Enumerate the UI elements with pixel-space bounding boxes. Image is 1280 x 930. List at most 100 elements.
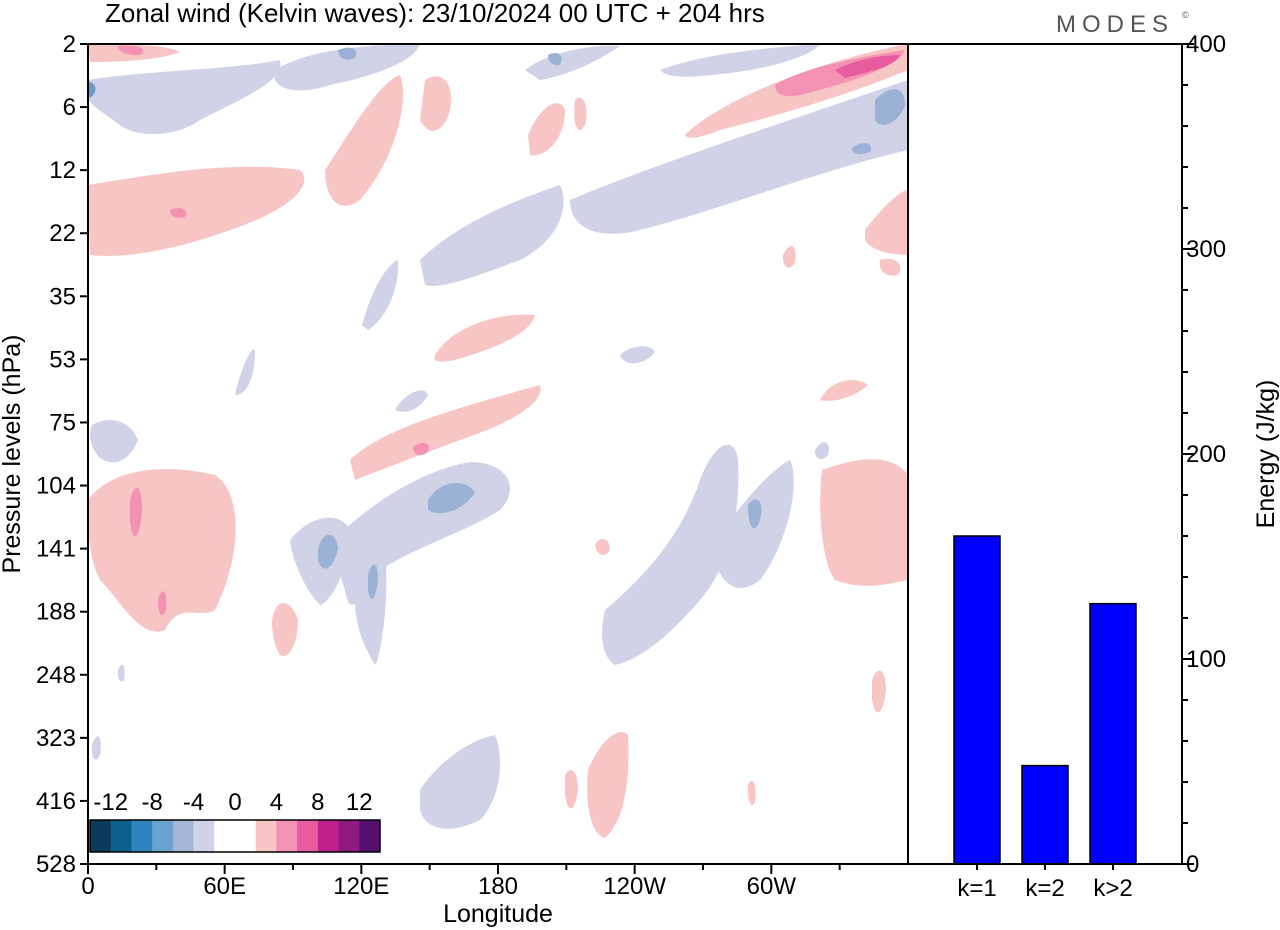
positive-wind-anomaly [325,75,404,206]
energy-axis: 0 100 200 300 400 [1182,31,1226,878]
negative-wind-anomaly [362,260,399,330]
positive-wind-anomaly [587,731,629,838]
colorbar-swatch [152,820,174,852]
energy-bar-panel: 0 100 200 300 400 k=1 k=2 k>2 Energy (J/kg) [907,31,1280,902]
y-tick-label: 2 [63,31,76,58]
colorbar-tick-label: 4 [270,789,283,816]
positive-wind-anomaly [820,380,868,401]
negative-wind-anomaly [852,143,872,155]
negative-wind-anomaly [570,80,908,234]
colorbar-swatch [276,820,298,852]
positive-wind-anomaly [158,591,167,616]
negative-wind-anomaly [548,53,562,66]
colorbar-tick-label: -4 [183,789,204,816]
x-tick-label: 180 [478,873,518,900]
positive-wind-anomaly [574,97,587,131]
colorbar: -12 -8 -4 0 4 8 12 [89,789,381,853]
negative-wind-anomaly [88,60,281,135]
positive-wind-anomaly [170,207,187,218]
negative-wind-anomaly [368,564,378,599]
negative-wind-anomaly [235,349,255,395]
longitude-axis: 0 60E 120E 180 120W 60W [81,864,841,900]
energy-tick-label: 400 [1186,31,1226,58]
positive-wind-anomaly [747,781,756,805]
positive-wind-anomaly [413,442,429,456]
negative-wind-anomaly [420,185,564,286]
negative-wind-anomaly [355,550,387,665]
energy-bar-1 [953,535,1001,865]
colorbar-swatch [255,820,277,852]
negative-wind-anomaly [338,47,357,60]
colorbar-swatch [317,820,340,852]
y-tick-label: 22 [49,220,76,247]
x-tick-label: 0 [81,873,94,900]
colorbar-tick-label: -8 [141,789,162,816]
positive-wind-anomaly [420,76,451,131]
colorbar-swatch [235,820,257,852]
bar-category-label: k=2 [1025,875,1064,902]
copyright-mark: © [1182,10,1189,20]
y-tick-label: 6 [63,94,76,121]
negative-wind-anomaly [275,44,420,91]
positive-wind-anomaly [565,770,578,809]
colorbar-swatch [193,820,215,852]
y-tick-label: 12 [49,157,76,184]
positive-wind-anomaly [88,166,305,256]
positive-wind-anomaly [879,258,901,276]
energy-bar-2 [1021,764,1069,865]
colorbar-tick-label: 8 [311,789,324,816]
y-tick-label: 188 [36,599,76,626]
negative-wind-anomaly [330,462,510,605]
negative-wind-anomaly [815,442,829,460]
positive-wind-anomaly [130,487,142,537]
negative-wind-anomaly [117,664,125,682]
x-tick-label: 60E [203,873,246,900]
positive-wind-anomaly [528,103,565,156]
modes-logo: MODES [1056,11,1174,38]
y-tick-label: 104 [36,473,76,500]
energy-tick-label: 200 [1186,441,1226,468]
y-tick-label: 528 [36,851,76,878]
colorbar-swatch [90,820,112,852]
energy-axis-label: Energy (J/kg) [1252,380,1280,529]
positive-wind-anomaly [782,246,796,268]
negative-wind-anomaly [318,534,338,569]
negative-wind-anomaly [420,735,500,829]
bar-category-axis: k=1 k=2 k>2 [957,864,1133,902]
y-tick-label: 141 [36,536,76,563]
colorbar-swatch [359,820,381,852]
negative-wind-anomaly [91,736,101,760]
energy-bar-3 [1089,602,1137,865]
heatmap-panel: -12 -8 -4 0 4 8 12 2 6 12 22 35 53 75 104 141 188 248 323… [0,31,909,928]
y-axis-label: Pressure levels (hPa) [0,335,26,574]
negative-wind-anomaly [602,444,739,665]
positive-wind-anomaly [350,385,541,480]
y-tick-label: 323 [36,725,76,752]
positive-wind-anomaly [595,538,610,555]
positive-wind-anomaly [434,314,535,362]
y-tick-label: 75 [49,409,76,436]
x-tick-label: 120W [603,873,666,900]
colorbar-swatch [214,820,236,852]
bar-category-label: k>2 [1093,875,1132,902]
y-tick-label: 35 [49,283,76,310]
positive-wind-anomaly [820,459,908,586]
negative-wind-anomaly [620,346,655,364]
contour-field [88,44,908,838]
x-axis-label: Longitude [443,900,553,928]
colorbar-swatch [131,820,153,852]
x-tick-label: 60W [747,873,797,900]
negative-wind-anomaly [395,390,428,412]
colorbar-tick-label: 0 [228,789,241,816]
bar-frame [907,43,1183,865]
negative-wind-anomaly [660,44,820,77]
negative-wind-anomaly [88,82,96,98]
colorbar-swatch [338,820,360,852]
colorbar-swatch [110,820,132,852]
colorbar-tick-label: -12 [93,789,128,816]
negative-wind-anomaly [748,499,762,529]
positive-wind-anomaly [835,55,900,78]
positive-wind-anomaly [272,603,298,656]
x-tick-label: 120E [333,873,389,900]
